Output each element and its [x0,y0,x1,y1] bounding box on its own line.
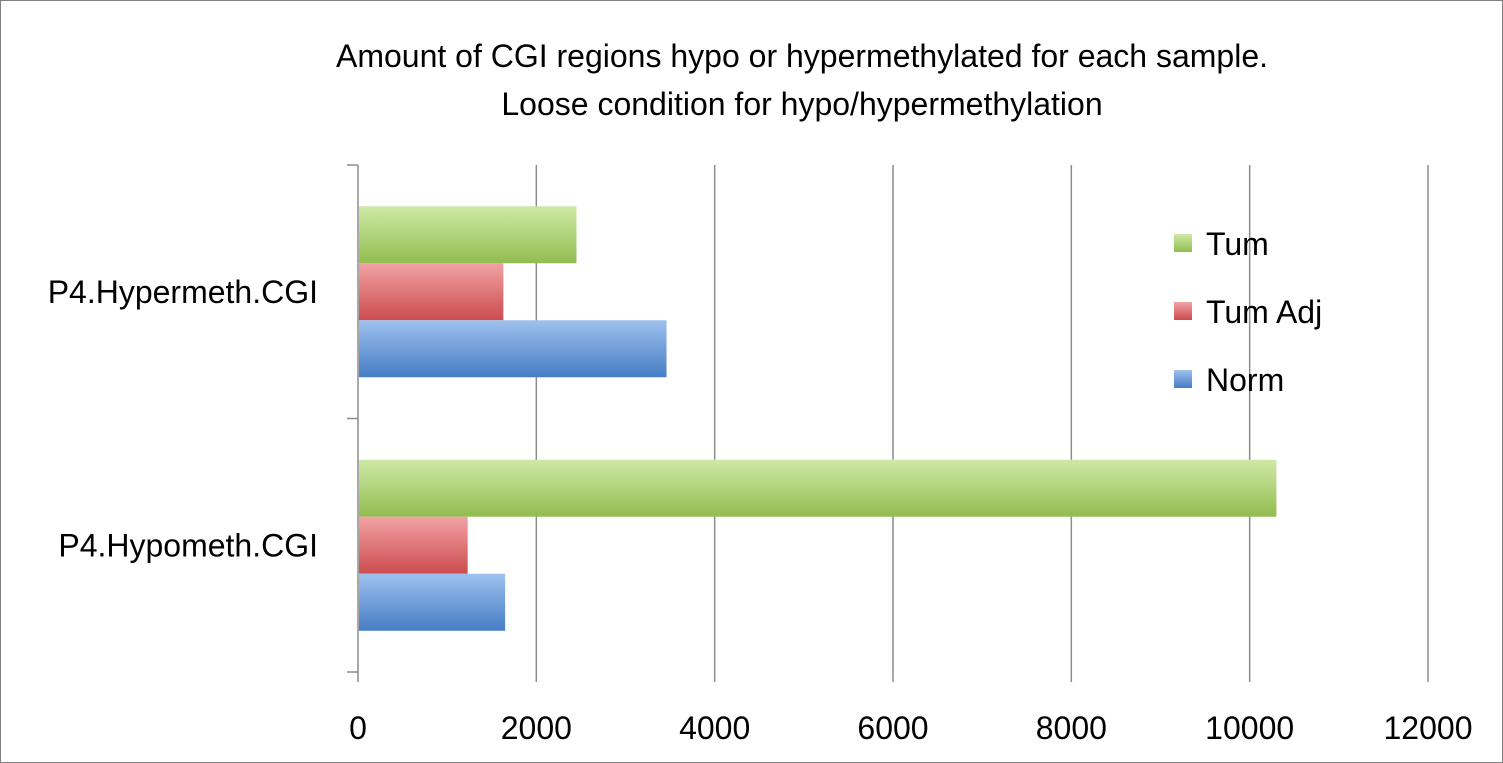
x-tick-label: 0 [349,710,367,746]
legend-label: Norm [1206,362,1284,398]
legend-label: Tum [1206,226,1269,262]
x-tick-label: 10000 [1205,710,1294,746]
bar-norm-0 [359,320,667,378]
x-tick-label: 4000 [679,710,750,746]
chart-title-line-1: Amount of CGI regions hypo or hypermethy… [336,38,1268,74]
bar-tum-adj-0 [359,263,504,321]
bar-tum-0 [359,206,577,264]
x-tick-label: 8000 [1036,710,1107,746]
legend-swatch [1174,234,1192,252]
legend-swatch [1174,302,1192,320]
bar-tum-adj-1 [359,516,468,574]
y-category-label: P4.Hypometh.CGI [58,527,318,563]
x-tick-label: 6000 [857,710,928,746]
legend-label: Tum Adj [1206,294,1322,330]
chart-title-line-2: Loose condition for hypo/hypermethylatio… [501,86,1102,122]
x-tick-label: 12000 [1384,710,1473,746]
x-tick-label: 2000 [501,710,572,746]
legend-swatch [1174,370,1192,388]
bar-norm-1 [359,573,506,631]
y-category-label: P4.Hypermeth.CGI [48,274,318,310]
bar-tum-1 [359,459,1277,517]
